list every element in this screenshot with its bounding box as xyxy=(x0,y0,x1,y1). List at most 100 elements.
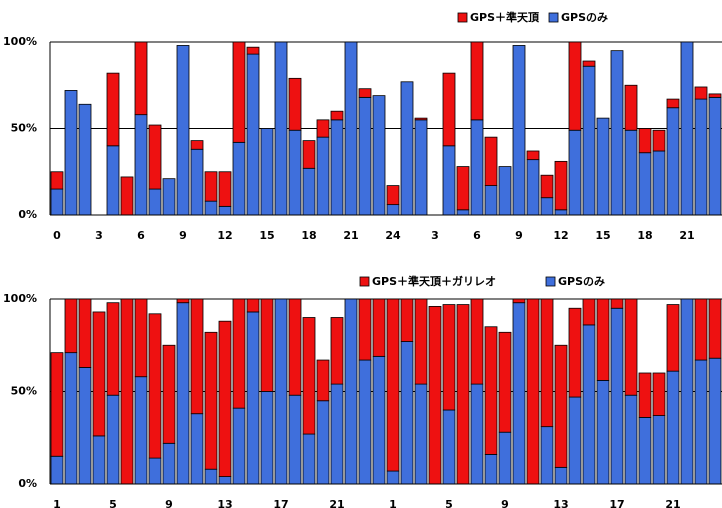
bar-segment xyxy=(302,140,316,169)
bar-segment xyxy=(316,400,330,485)
bar-segment xyxy=(708,298,722,359)
bar-segment xyxy=(78,103,92,216)
bar-segment xyxy=(498,431,512,485)
bar-segment xyxy=(120,176,134,216)
bar-segment xyxy=(442,145,456,216)
bar-segment xyxy=(708,357,722,485)
bar-segment xyxy=(274,41,288,216)
bar-segment xyxy=(568,41,582,131)
bar-segment xyxy=(652,372,666,416)
bar-segment xyxy=(414,298,428,385)
bar-segment xyxy=(176,302,190,485)
bar-segment xyxy=(386,185,400,206)
bar-segment xyxy=(638,416,652,485)
bar-segment xyxy=(484,326,498,455)
y-tick-label: 100% xyxy=(3,35,37,48)
bar-segment xyxy=(666,370,680,485)
bar-segment xyxy=(50,455,64,485)
legend-swatch xyxy=(548,12,559,23)
x-tick-label: 17 xyxy=(273,498,288,508)
bar-segment xyxy=(470,41,484,121)
bar-segment xyxy=(470,298,484,385)
bar-segment xyxy=(50,352,64,457)
bar-segment xyxy=(554,160,568,211)
bar-segment xyxy=(484,185,498,216)
x-tick-label: 24 xyxy=(385,229,401,242)
y-tick-label: 50% xyxy=(11,385,37,398)
bar-segment xyxy=(260,391,274,485)
x-tick-label: 18 xyxy=(637,229,652,242)
bar-segment xyxy=(148,313,162,459)
x-tick-label: 21 xyxy=(329,498,344,508)
x-tick-label: 9 xyxy=(165,498,173,508)
bar-segment xyxy=(176,298,190,304)
legend-label: GPS＋準天頂＋ガリレオ xyxy=(372,274,496,288)
bar-segment xyxy=(666,304,680,372)
bar-segment xyxy=(120,298,134,485)
bar-segment xyxy=(596,298,610,381)
bar-segment xyxy=(540,197,554,216)
bar-segment xyxy=(106,302,120,396)
bar-segment xyxy=(162,344,176,444)
bar-segment xyxy=(316,119,330,138)
bar-segment xyxy=(540,426,554,485)
bar-segment xyxy=(204,171,218,202)
bar-segment xyxy=(288,394,302,485)
bar-segment xyxy=(400,81,414,216)
bar-segment xyxy=(498,166,512,216)
bar-segment xyxy=(330,317,344,385)
bar-segment xyxy=(316,359,330,402)
bar-segment xyxy=(302,317,316,435)
bar-segment xyxy=(288,129,302,216)
bar-segment xyxy=(358,88,372,98)
bar-segment xyxy=(568,396,582,485)
legend-swatch xyxy=(457,12,468,23)
bar-segment xyxy=(246,298,260,313)
x-tick-label: 13 xyxy=(217,498,232,508)
bar-segment xyxy=(512,298,526,304)
bar-segment xyxy=(554,344,568,468)
bar-segment xyxy=(666,107,680,216)
bar-segment xyxy=(610,298,624,309)
bar-segment xyxy=(344,41,358,216)
bar-segment xyxy=(386,204,400,216)
bar-segment xyxy=(638,372,652,418)
bar-segment xyxy=(694,98,708,216)
bar-segment xyxy=(456,304,470,485)
bar-segment xyxy=(372,298,386,357)
bar-segment xyxy=(624,129,638,216)
bar-segment xyxy=(330,119,344,216)
x-tick-label: 15 xyxy=(259,229,274,242)
bar-segment xyxy=(442,72,456,147)
bar-segment xyxy=(190,140,204,150)
bar-segment xyxy=(190,298,204,415)
x-tick-label: 13 xyxy=(553,498,568,508)
bar-segment xyxy=(652,415,666,485)
bar-segment xyxy=(134,298,148,378)
bar-segment xyxy=(218,171,232,207)
bar-segment xyxy=(680,298,694,485)
bar-segment xyxy=(204,468,218,485)
bar-segment xyxy=(330,383,344,485)
x-tick-label: 6 xyxy=(473,229,481,242)
bar-segment xyxy=(190,413,204,485)
bar-segment xyxy=(526,150,540,161)
bar-segment xyxy=(330,110,344,121)
x-tick-label: 6 xyxy=(137,229,145,242)
bar-segment xyxy=(414,117,428,121)
x-tick-label: 9 xyxy=(501,498,509,508)
bar-segment xyxy=(554,209,568,216)
x-tick-label: 3 xyxy=(95,229,103,242)
bar-segment xyxy=(484,453,498,485)
bar-segment xyxy=(666,98,680,109)
y-tick-label: 100% xyxy=(3,292,37,305)
bar-segment xyxy=(246,311,260,485)
bar-segment xyxy=(386,470,400,485)
bar-segment xyxy=(624,394,638,485)
bar-segment xyxy=(582,65,596,216)
bar-segment xyxy=(106,394,120,485)
legend-label: GPSのみ xyxy=(561,11,608,24)
bar-segment xyxy=(316,136,330,216)
bar-segment xyxy=(246,46,260,55)
bar-segment xyxy=(568,129,582,216)
